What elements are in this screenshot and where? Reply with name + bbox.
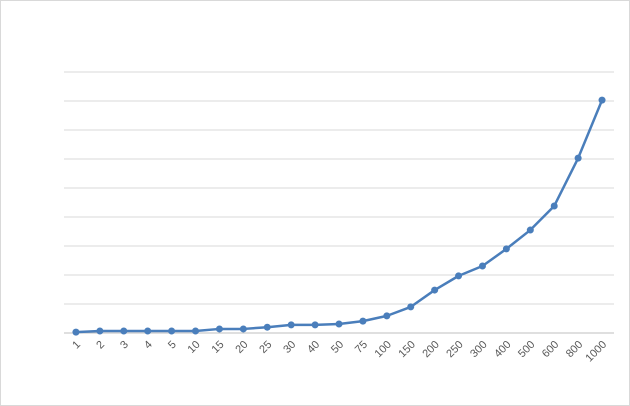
point xyxy=(598,96,606,104)
point xyxy=(574,154,582,162)
point xyxy=(120,327,128,335)
point xyxy=(72,328,80,336)
point xyxy=(287,321,295,329)
point xyxy=(455,272,463,280)
point xyxy=(311,321,319,329)
point xyxy=(168,327,176,335)
point xyxy=(263,323,271,331)
point xyxy=(335,320,343,328)
point xyxy=(215,325,223,333)
point xyxy=(144,327,152,335)
point xyxy=(407,303,415,311)
point xyxy=(431,286,439,294)
point xyxy=(550,202,558,210)
point xyxy=(239,325,247,333)
point xyxy=(526,226,534,234)
point xyxy=(192,327,200,335)
point xyxy=(383,312,391,320)
point xyxy=(96,327,104,335)
point xyxy=(359,317,367,325)
point xyxy=(502,245,510,253)
point xyxy=(478,262,486,270)
